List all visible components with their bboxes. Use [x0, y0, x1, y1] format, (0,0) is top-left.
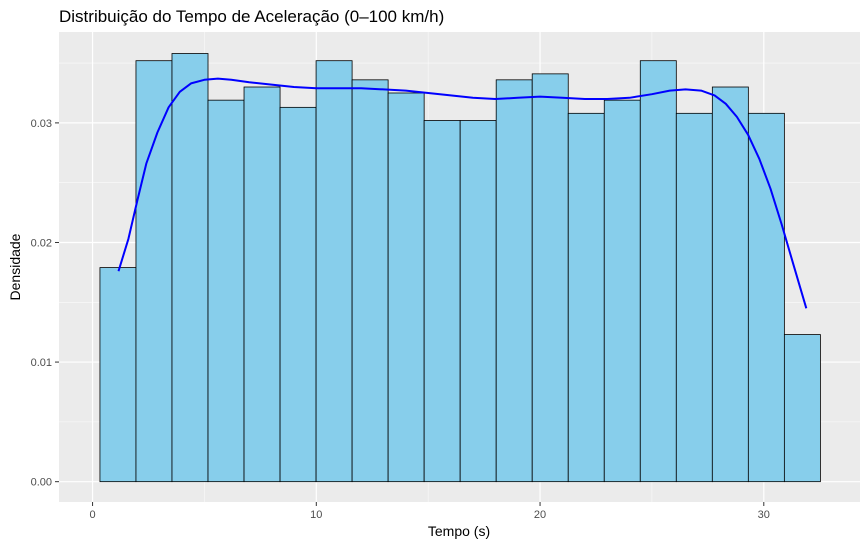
- y-axis: 0.00 0.01 0.02 0.03: [31, 118, 59, 489]
- y-tick-label: 0.01: [31, 357, 52, 369]
- histogram-bar-19: [747, 112, 785, 483]
- y-tick-label: 0.03: [31, 118, 52, 130]
- y-tick-label: 0.00: [31, 477, 52, 489]
- histogram-bar-7: [315, 60, 353, 483]
- histogram-bar-16: [639, 60, 677, 483]
- histogram-bars: [99, 53, 821, 483]
- histogram-bar-10: [423, 120, 461, 483]
- histogram-bar-12: [495, 79, 533, 483]
- histogram-bar-9: [387, 92, 425, 483]
- histogram-bar-8: [351, 79, 389, 483]
- histogram-bar-4: [207, 99, 245, 483]
- x-tick-label: 10: [310, 509, 322, 521]
- chart-title: Distribuição do Tempo de Aceleração (0–1…: [59, 7, 444, 26]
- x-tick-label: 0: [89, 509, 95, 521]
- x-tick-label: 20: [534, 509, 546, 521]
- density-curve: [117, 77, 808, 309]
- histogram-bar-5: [243, 86, 281, 483]
- histogram-bar-15: [603, 99, 641, 483]
- histogram-bar-6: [279, 106, 317, 483]
- y-axis-title: Densidade: [7, 233, 23, 300]
- histogram-bar-2: [135, 60, 173, 483]
- histogram-bar-20: [783, 334, 821, 483]
- y-tick-label: 0.02: [31, 237, 52, 249]
- histogram-bar-14: [567, 112, 605, 483]
- histogram-bar-3: [171, 53, 209, 483]
- histogram-bar-18: [711, 86, 749, 483]
- histogram-bar-11: [459, 120, 497, 483]
- x-tick-label: 30: [758, 509, 770, 521]
- x-axis-title: Tempo (s): [428, 523, 490, 539]
- histogram-bar-1: [99, 267, 137, 483]
- histogram-bar-17: [675, 112, 713, 483]
- histogram-bar-13: [531, 73, 569, 483]
- x-axis: 0 10 20 30: [89, 502, 770, 521]
